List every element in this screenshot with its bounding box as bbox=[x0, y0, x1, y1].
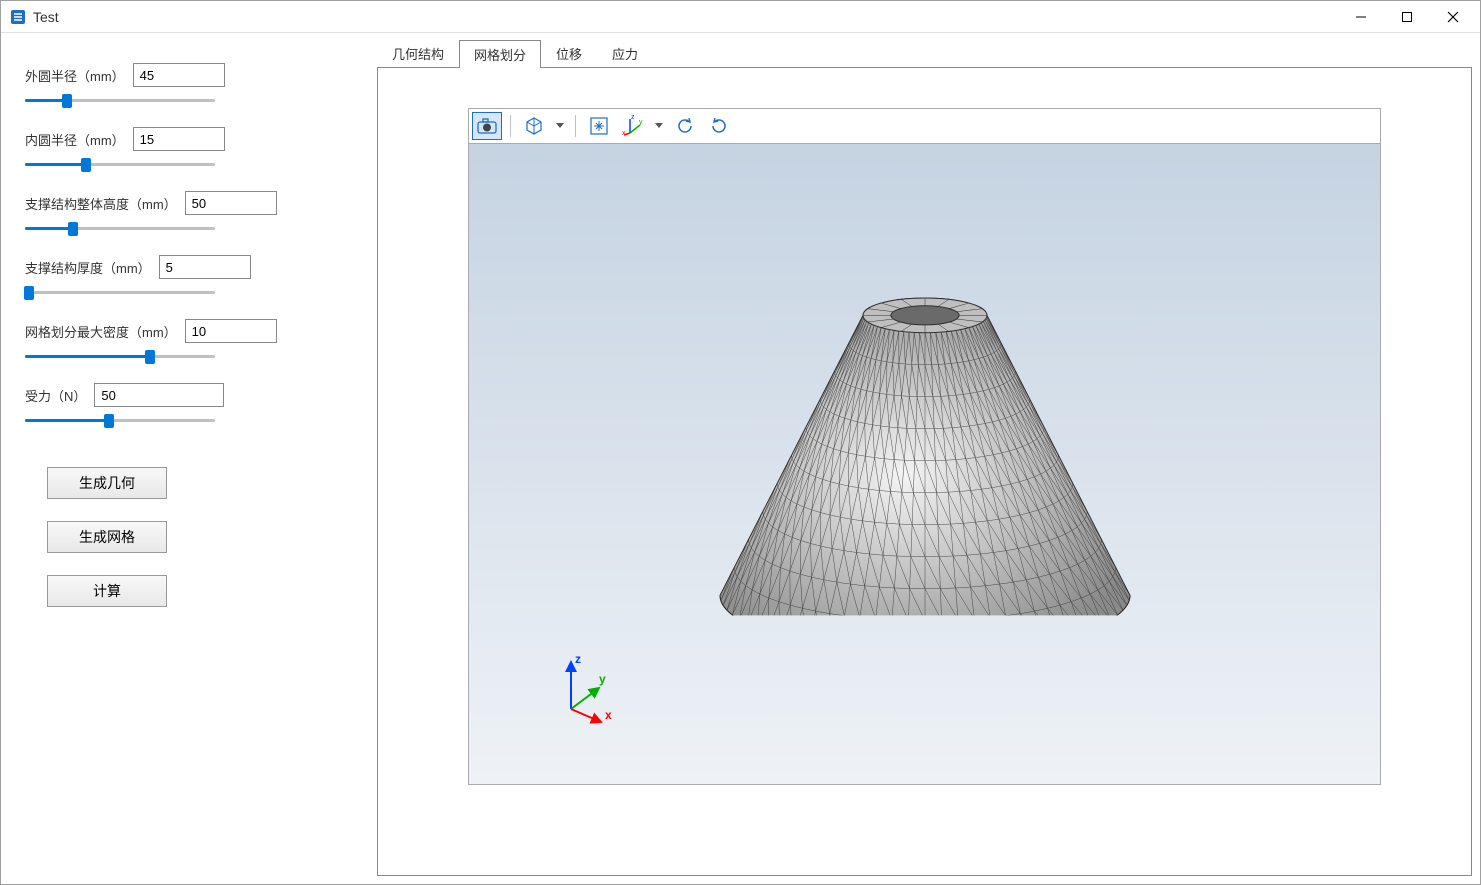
svg-text:y: y bbox=[639, 119, 643, 126]
camera-icon[interactable] bbox=[472, 112, 502, 140]
app-icon bbox=[9, 8, 27, 26]
axis-y-label: y bbox=[599, 672, 606, 686]
param-input[interactable] bbox=[94, 383, 224, 407]
param-label: 支撑结构整体高度（mm） bbox=[25, 194, 177, 213]
param-group: 网格划分最大密度（mm） bbox=[25, 319, 353, 365]
param-group: 支撑结构厚度（mm） bbox=[25, 255, 353, 301]
param-input[interactable] bbox=[159, 255, 251, 279]
generate-geometry-button[interactable]: 生成几何 bbox=[47, 467, 167, 499]
compute-button[interactable]: 计算 bbox=[47, 575, 167, 607]
titlebar: Test bbox=[1, 1, 1480, 33]
param-group: 外圆半径（mm） bbox=[25, 63, 353, 109]
param-slider[interactable] bbox=[25, 283, 215, 301]
param-label: 外圆半径（mm） bbox=[25, 66, 125, 85]
param-input[interactable] bbox=[185, 319, 277, 343]
app-window: Test 外圆半径（mm） 内圆半径（mm） bbox=[0, 0, 1481, 885]
main-panel: 几何结构网格划分位移应力 bbox=[377, 41, 1472, 876]
param-label: 网格划分最大密度（mm） bbox=[25, 322, 177, 341]
param-label: 受力（N） bbox=[25, 386, 86, 405]
dropdown-arrow-icon[interactable] bbox=[553, 112, 567, 140]
tab-几何结构[interactable]: 几何结构 bbox=[377, 39, 459, 67]
param-group: 支撑结构整体高度（mm） bbox=[25, 191, 353, 237]
viewport-toolbar: z y x bbox=[468, 108, 1381, 144]
toolbar-separator bbox=[510, 115, 511, 137]
fit-view-icon[interactable] bbox=[584, 112, 614, 140]
close-button[interactable] bbox=[1430, 2, 1476, 32]
rotate-left-icon[interactable] bbox=[670, 112, 700, 140]
window-title: Test bbox=[33, 9, 1338, 25]
window-controls bbox=[1338, 2, 1476, 32]
svg-text:z: z bbox=[631, 115, 635, 121]
tab-应力[interactable]: 应力 bbox=[597, 39, 653, 67]
rotate-right-icon[interactable] bbox=[704, 112, 734, 140]
param-group: 受力（N） bbox=[25, 383, 353, 429]
param-slider[interactable] bbox=[25, 411, 215, 429]
param-slider[interactable] bbox=[25, 91, 215, 109]
tab-位移[interactable]: 位移 bbox=[541, 39, 597, 67]
viewport-3d[interactable]: z y x bbox=[468, 144, 1381, 785]
axis-orientation-icon[interactable]: z y x bbox=[618, 112, 648, 140]
param-slider[interactable] bbox=[25, 155, 215, 173]
axis-z-label: z bbox=[575, 652, 581, 666]
axis-x-label: x bbox=[605, 708, 612, 722]
tab-网格划分[interactable]: 网格划分 bbox=[459, 40, 541, 68]
view-cube-icon[interactable] bbox=[519, 112, 549, 140]
param-input[interactable] bbox=[133, 63, 225, 87]
generate-mesh-button[interactable]: 生成网格 bbox=[47, 521, 167, 553]
param-input[interactable] bbox=[133, 127, 225, 151]
param-input[interactable] bbox=[185, 191, 277, 215]
mesh-render bbox=[705, 275, 1145, 618]
param-slider[interactable] bbox=[25, 219, 215, 237]
param-label: 内圆半径（mm） bbox=[25, 130, 125, 149]
sidebar: 外圆半径（mm） 内圆半径（mm） 支撑结构整体高度（mm） 支撑结构厚度（ bbox=[9, 41, 369, 876]
param-slider[interactable] bbox=[25, 347, 215, 365]
toolbar-separator bbox=[575, 115, 576, 137]
svg-text:x: x bbox=[622, 130, 626, 137]
param-group: 内圆半径（mm） bbox=[25, 127, 353, 173]
param-label: 支撑结构厚度（mm） bbox=[25, 258, 151, 277]
minimize-button[interactable] bbox=[1338, 2, 1384, 32]
maximize-button[interactable] bbox=[1384, 2, 1430, 32]
axis-indicator: z y x bbox=[551, 654, 621, 724]
tab-bar: 几何结构网格划分位移应力 bbox=[377, 41, 1472, 67]
content-area: 外圆半径（mm） 内圆半径（mm） 支撑结构整体高度（mm） 支撑结构厚度（ bbox=[1, 33, 1480, 884]
viewport-container: z y x bbox=[377, 67, 1472, 876]
dropdown-arrow-icon[interactable] bbox=[652, 112, 666, 140]
